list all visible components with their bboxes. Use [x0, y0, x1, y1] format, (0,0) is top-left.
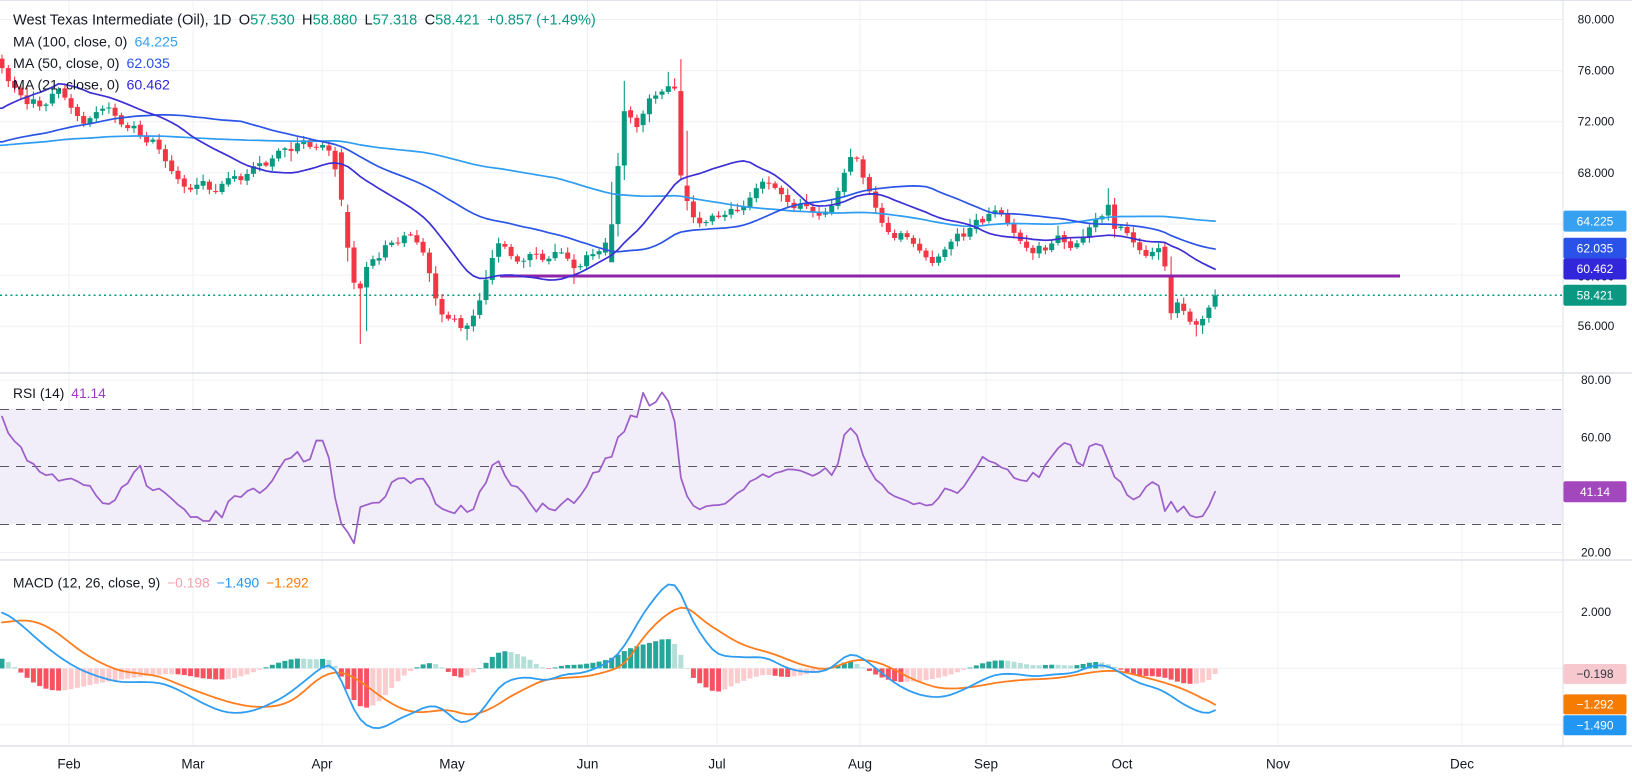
svg-text:80.00: 80.00 — [1581, 373, 1611, 387]
svg-text:60.00: 60.00 — [1581, 431, 1611, 445]
svg-text:Nov: Nov — [1266, 757, 1290, 772]
svg-text:Dec: Dec — [1450, 757, 1474, 772]
svg-text:Oct: Oct — [1111, 757, 1132, 772]
svg-text:Feb: Feb — [57, 757, 80, 772]
svg-text:Jun: Jun — [577, 757, 599, 772]
svg-text:West Texas Intermediate (Oil),: West Texas Intermediate (Oil), 1D O57.53… — [13, 13, 596, 29]
svg-text:Jul: Jul — [708, 757, 725, 772]
svg-text:56.000: 56.000 — [1578, 319, 1615, 333]
svg-text:41.14: 41.14 — [1580, 485, 1610, 499]
svg-text:−0.198: −0.198 — [1576, 667, 1613, 681]
svg-text:68.000: 68.000 — [1578, 166, 1615, 180]
svg-text:RSI (14) 41.14: RSI (14) 41.14 — [13, 386, 106, 401]
svg-text:MA (100, close, 0) 64.225: MA (100, close, 0) 64.225 — [13, 35, 178, 51]
svg-text:Sep: Sep — [974, 757, 998, 772]
svg-text:MA (21, close, 0) 60.462: MA (21, close, 0) 60.462 — [13, 78, 170, 94]
svg-text:2.000: 2.000 — [1581, 605, 1611, 619]
svg-text:72.000: 72.000 — [1578, 115, 1615, 129]
svg-text:60.462: 60.462 — [1577, 262, 1614, 276]
svg-text:Aug: Aug — [848, 757, 872, 772]
svg-text:−1.490: −1.490 — [1576, 719, 1613, 733]
svg-text:64.225: 64.225 — [1577, 214, 1614, 228]
svg-text:−1.292: −1.292 — [1576, 698, 1613, 712]
svg-text:Apr: Apr — [311, 757, 333, 772]
svg-text:May: May — [439, 757, 465, 772]
svg-text:MACD (12, 26, close, 9) −0.198: MACD (12, 26, close, 9) −0.198 −1.490 −1… — [13, 576, 309, 591]
svg-text:MA (50, close, 0) 62.035: MA (50, close, 0) 62.035 — [13, 56, 170, 72]
svg-text:20.00: 20.00 — [1581, 546, 1611, 560]
svg-text:62.035: 62.035 — [1577, 242, 1614, 256]
svg-text:58.421: 58.421 — [1577, 289, 1614, 303]
svg-text:Mar: Mar — [181, 757, 205, 772]
svg-text:80.000: 80.000 — [1578, 13, 1615, 27]
svg-text:76.000: 76.000 — [1578, 64, 1615, 78]
